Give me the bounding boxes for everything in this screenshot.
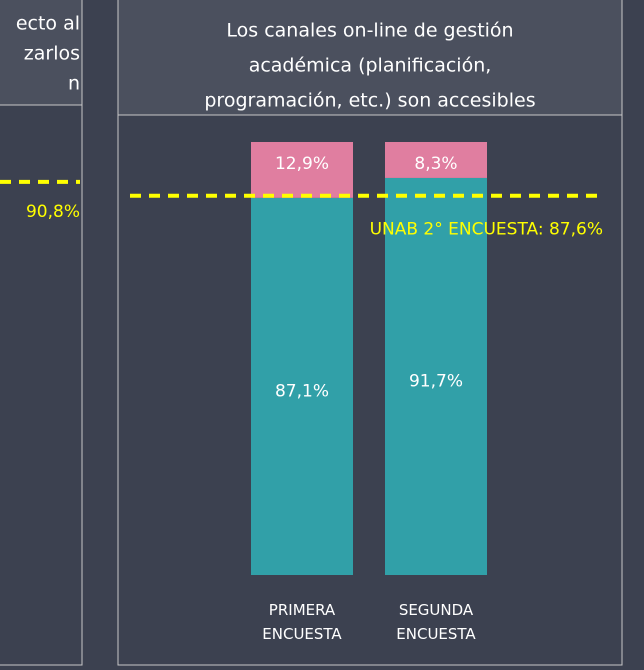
panel-title: zarlos bbox=[24, 43, 80, 65]
panel-border bbox=[0, 0, 83, 666]
bar-segment bbox=[251, 197, 353, 575]
panel-border bbox=[117, 0, 623, 666]
data-label: 8,3% bbox=[414, 154, 457, 174]
panel-title: Los canales on-line de gestión bbox=[226, 20, 513, 42]
data-label: 87,1% bbox=[275, 381, 329, 401]
bar-segment bbox=[251, 142, 353, 198]
panel-title: académica (planificación, bbox=[249, 55, 492, 77]
panel-header bbox=[0, 0, 83, 106]
data-label: 91,7% bbox=[409, 371, 463, 391]
panel-title: programación, etc.) son accesibles bbox=[204, 90, 535, 112]
panel-title: n bbox=[68, 73, 80, 95]
bar-segment bbox=[385, 177, 487, 575]
category-label: SEGUNDA ENCUESTA bbox=[396, 601, 476, 643]
category-label: PRIMERA ENCUESTA bbox=[262, 601, 342, 643]
reference-label: 90,8% bbox=[26, 202, 80, 222]
panel-header bbox=[117, 0, 623, 116]
bar-segment bbox=[385, 142, 487, 178]
data-label: 12,9% bbox=[275, 154, 329, 174]
reference-label: UNAB 2° ENCUESTA: 87,6% bbox=[370, 220, 603, 240]
panel-title: ecto al bbox=[16, 13, 80, 35]
